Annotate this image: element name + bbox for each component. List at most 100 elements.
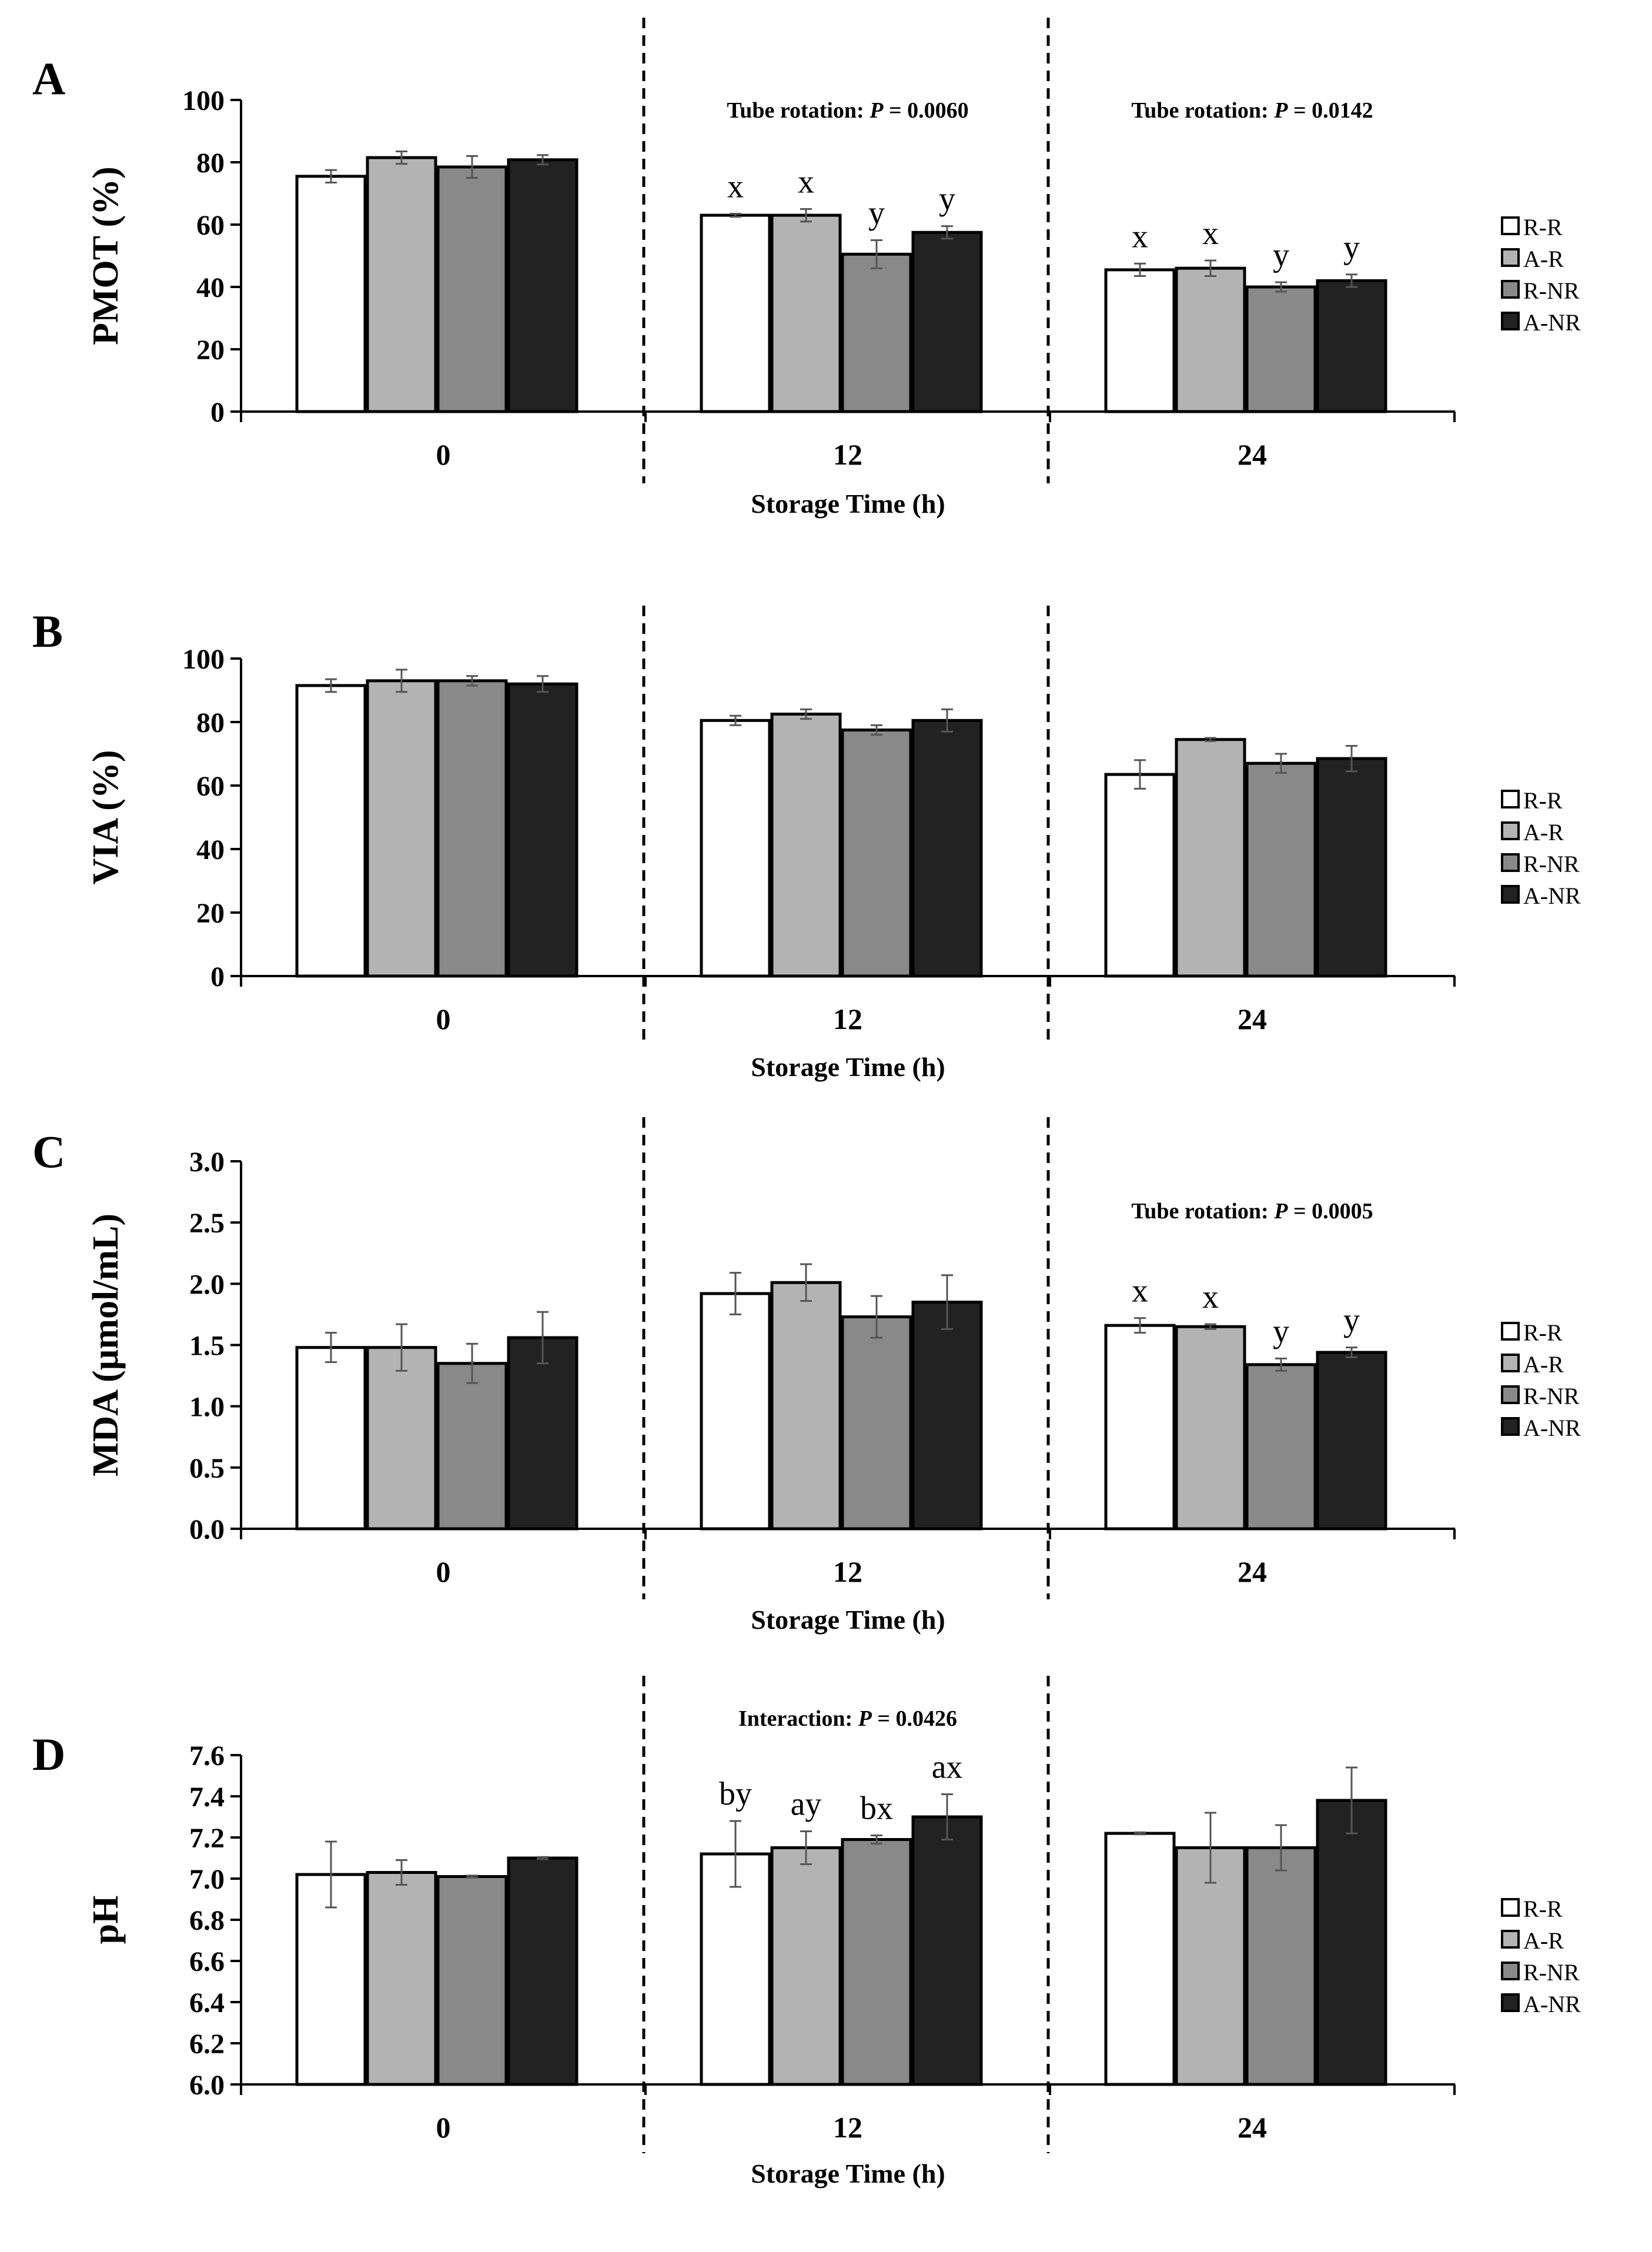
bar-r-r	[700, 213, 771, 413]
bar-a-r	[770, 1281, 842, 1531]
y-axis-title: PMOT (%)	[86, 166, 126, 345]
legend-label: R-NR	[1523, 278, 1580, 304]
bar-r-r	[295, 1346, 367, 1531]
legend-swatch	[1501, 1322, 1520, 1341]
legend-label: A-NR	[1523, 309, 1581, 336]
legend-swatch	[1501, 821, 1520, 840]
y-tick-label: 60	[196, 771, 225, 802]
y-tick-label: 6.2	[189, 2029, 225, 2060]
x-tick-label: 12	[833, 1003, 862, 1035]
legend-swatch	[1501, 1993, 1520, 2012]
chart-panel-b: B 0 20 40 60 80 100 VIA (%) 0 12 24 Storage Time (h…	[32, 606, 1581, 1082]
bar-r-nr	[436, 1362, 508, 1531]
legend-label: A-R	[1523, 1927, 1564, 1954]
bar-a-r	[1175, 738, 1246, 978]
significance-letter: x	[1132, 218, 1148, 255]
bar-a-r	[366, 156, 437, 413]
y-axis-title: MDA (µmol/mL)	[86, 1214, 126, 1476]
bar-a-nr	[1316, 279, 1387, 413]
legend-label: A-R	[1523, 1351, 1564, 1378]
legend-label: R-R	[1523, 787, 1563, 814]
x-tick-label: 24	[1238, 2111, 1267, 2144]
x-tick-label: 12	[833, 438, 862, 471]
bar-r-nr	[436, 1875, 508, 2086]
panel-letter: D	[32, 1729, 65, 1780]
chart-panel-a: A 0 20 40 60 80 100 PMOT (%) 0 12 24 Storage Time (…	[32, 18, 1581, 519]
bar-r-nr	[1245, 1363, 1317, 1531]
significance-letter: y	[1273, 1313, 1289, 1349]
significance-letter: bx	[860, 1790, 893, 1827]
bar-r-r	[295, 175, 367, 413]
bar-a-r	[366, 1871, 437, 2086]
y-tick-label: 6.0	[189, 2070, 225, 2101]
x-tick-label: 0	[436, 1003, 451, 1035]
panel-letter: B	[32, 606, 63, 657]
significance-letter: ay	[791, 1786, 822, 1823]
y-tick-label: 7.0	[189, 1864, 225, 1895]
significance-letter: x	[727, 168, 744, 205]
y-tick-label: 40	[196, 834, 225, 866]
y-tick-label: 40	[196, 272, 225, 303]
y-tick-label: 0.0	[189, 1514, 225, 1545]
bar-a-r	[1175, 1846, 1246, 2086]
bar-r-nr	[1245, 285, 1317, 413]
legend-label: A-R	[1523, 819, 1564, 846]
bar-a-nr	[911, 1815, 983, 2086]
y-tick-label: 7.6	[189, 1740, 225, 1772]
legend-swatch	[1501, 280, 1520, 299]
y-tick-label: 7.4	[189, 1782, 225, 1813]
panel-letter: A	[32, 53, 65, 104]
legend-swatch	[1501, 216, 1520, 235]
legend-label: A-NR	[1523, 883, 1581, 909]
legend-swatch	[1501, 885, 1520, 904]
y-tick-label: 20	[196, 898, 225, 929]
y-tick-label: 2.5	[189, 1208, 225, 1239]
x-tick-label: 0	[436, 438, 451, 471]
legend-label: R-R	[1523, 214, 1563, 240]
legend-swatch	[1501, 1898, 1520, 1917]
bar-r-nr	[841, 1315, 912, 1531]
legend-swatch	[1501, 1385, 1520, 1404]
bar-r-r	[1104, 268, 1176, 413]
y-tick-label: 6.6	[189, 1946, 225, 1977]
legend-swatch	[1501, 790, 1520, 808]
bar-a-nr	[507, 682, 578, 978]
x-tick-label: 24	[1238, 1003, 1267, 1035]
bar-r-r	[700, 1852, 771, 2086]
bar-a-r	[366, 1346, 437, 1531]
y-axis-title: VIA (%)	[86, 750, 126, 884]
legend-label: R-NR	[1523, 1383, 1580, 1409]
significance-letter: ax	[932, 1749, 963, 1786]
y-tick-label: 6.8	[189, 1905, 225, 1936]
significance-letter: x	[1202, 1279, 1219, 1315]
significance-letter: y	[939, 181, 955, 218]
y-axis-title: pH	[86, 1896, 126, 1944]
bar-r-nr	[841, 252, 912, 413]
bar-a-nr	[507, 1856, 578, 2086]
x-tick-label: 0	[436, 2111, 451, 2144]
bar-r-r	[1104, 1832, 1176, 2086]
legend-swatch	[1501, 1962, 1520, 1980]
x-axis-title: Storage Time (h)	[751, 489, 945, 519]
x-tick-label: 24	[1238, 1555, 1267, 1588]
y-tick-label: 100	[182, 644, 225, 675]
x-axis-title: Storage Time (h)	[751, 1052, 945, 1082]
y-tick-label: 80	[196, 148, 225, 179]
x-tick-label: 12	[833, 2111, 862, 2144]
bar-a-nr	[911, 230, 983, 413]
bar-a-nr	[911, 1301, 983, 1531]
significance-letter: x	[798, 164, 814, 201]
y-tick-label: 80	[196, 707, 225, 739]
legend-label: R-NR	[1523, 1959, 1580, 1986]
y-tick-label: 1.5	[189, 1331, 225, 1362]
bar-r-r	[295, 1873, 367, 2086]
y-tick-label: 60	[196, 210, 225, 241]
y-tick-label: 100	[182, 85, 225, 116]
bar-a-nr	[1316, 1351, 1387, 1531]
y-tick-label: 6.4	[189, 1987, 225, 2019]
legend-swatch	[1501, 1417, 1520, 1436]
bar-r-r	[1104, 773, 1176, 978]
bar-r-nr	[841, 729, 912, 978]
bar-a-nr	[1316, 757, 1387, 978]
